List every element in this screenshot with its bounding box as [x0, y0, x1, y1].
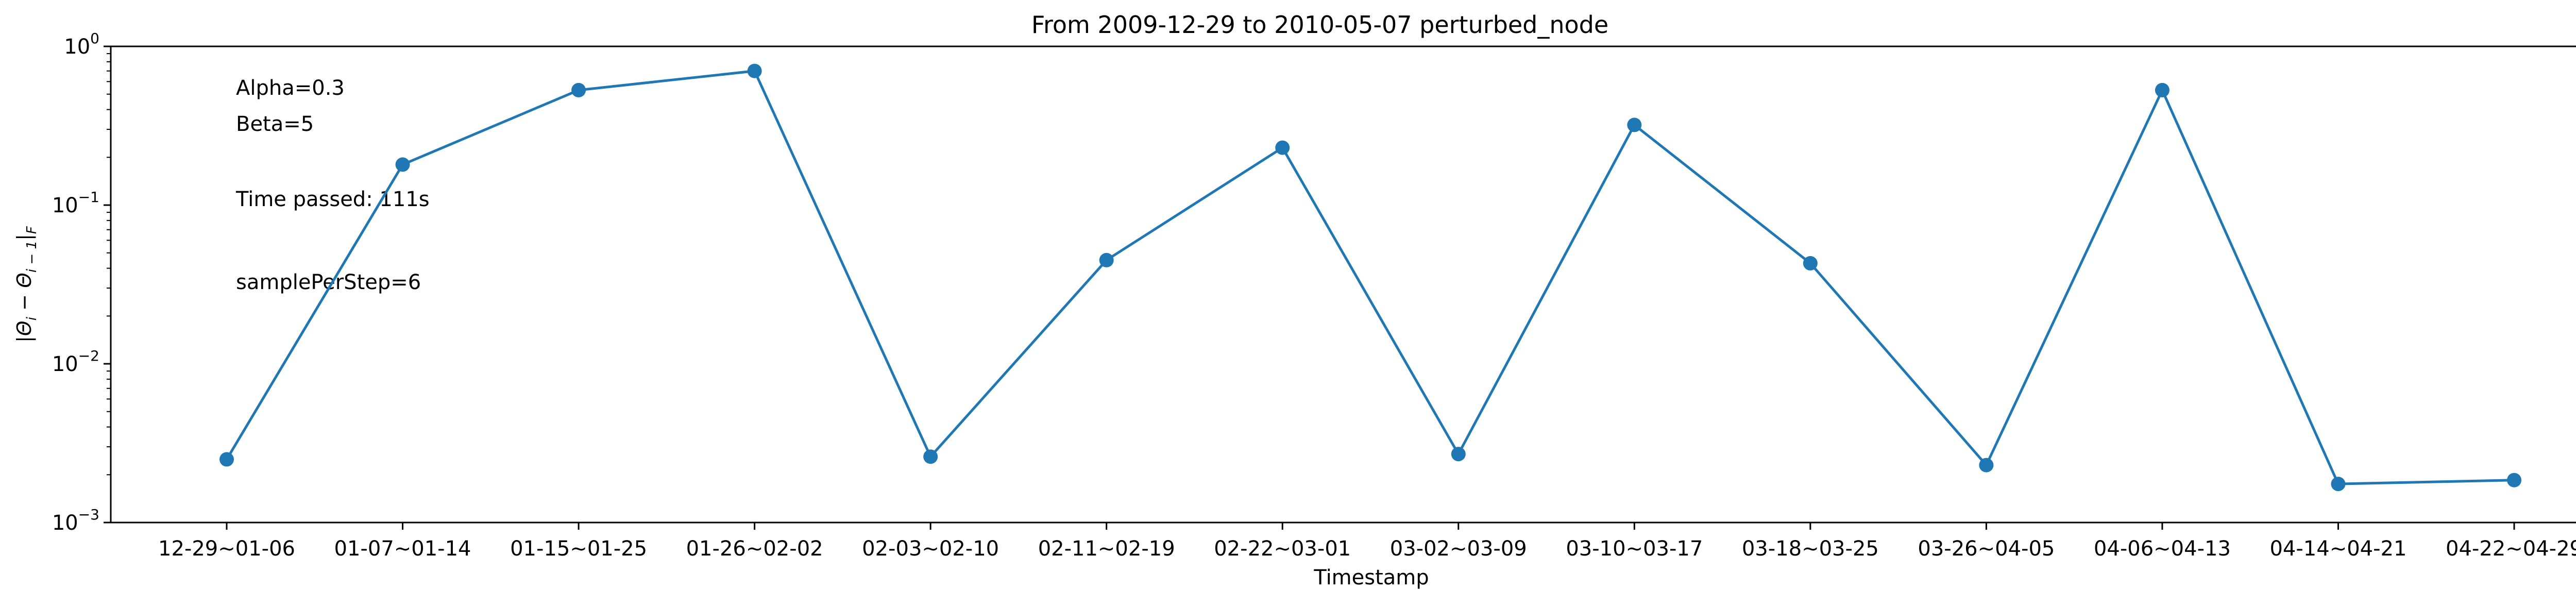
- x-tick-label: 03-10~03-17: [1566, 537, 1703, 561]
- series-layer: [219, 63, 2521, 492]
- data-point: [2331, 477, 2346, 492]
- data-point: [1275, 140, 1290, 155]
- x-axis-label: Timestamp: [1313, 566, 1429, 590]
- x-tick-label: 02-22~03-01: [1214, 537, 1351, 561]
- series-line: [225, 70, 2515, 485]
- annotations: Alpha=0.3 Beta=5 Time passed: 111s sampl…: [235, 76, 430, 294]
- data-point: [219, 452, 234, 467]
- data-point: [1099, 252, 1114, 267]
- x-tick-label: 02-11~02-19: [1038, 537, 1175, 561]
- data-point: [1979, 458, 1994, 473]
- x-tick-label: 01-07~01-14: [334, 537, 471, 561]
- x-tick-label: 01-15~01-25: [510, 537, 647, 561]
- x-tick-label: 04-22~04-29: [2446, 537, 2576, 561]
- x-tick-label: 01-26~02-02: [686, 537, 823, 561]
- y-axis: 10−3 10−2 10−1 100: [52, 30, 111, 535]
- data-point: [2507, 473, 2521, 487]
- x-tick-label: 03-02~03-09: [1390, 537, 1527, 561]
- data-point: [923, 449, 938, 464]
- data-point: [1627, 117, 1642, 132]
- x-tick-label: 03-26~04-05: [1918, 537, 2055, 561]
- x-tick-label: 12-29~01-06: [158, 537, 295, 561]
- x-axis: 12-29~01-06 01-07~01-14 01-15~01-25 01-26~0…: [158, 523, 2576, 561]
- x-tick-label: 02-03~02-10: [862, 537, 999, 561]
- x-tick-label: 04-06~04-13: [2094, 537, 2231, 561]
- y-tick-label: 100: [64, 30, 99, 59]
- data-point: [1451, 447, 1466, 462]
- annotation-time: Time passed: 111s: [235, 188, 430, 211]
- x-tick-label: 03-18~03-25: [1742, 537, 1879, 561]
- y-tick-label: 10−2: [52, 347, 99, 376]
- data-point: [747, 63, 762, 78]
- chart-title: From 2009-12-29 to 2010-05-07 perturbed_…: [1031, 11, 1608, 39]
- annotation-alpha: Alpha=0.3: [236, 76, 345, 100]
- x-tick-label: 04-14~04-21: [2269, 537, 2406, 561]
- annotation-beta: Beta=5: [236, 112, 314, 136]
- data-point: [2155, 82, 2170, 97]
- data-point: [395, 157, 410, 172]
- y-tick-label: 10−3: [52, 506, 99, 535]
- plot-area-frame: [110, 45, 2576, 524]
- data-point: [571, 82, 586, 97]
- data-point: [1803, 256, 1818, 271]
- y-axis-label: |Θi − Θi − 1|F: [13, 226, 40, 343]
- y-tick-label: 10−1: [52, 189, 99, 217]
